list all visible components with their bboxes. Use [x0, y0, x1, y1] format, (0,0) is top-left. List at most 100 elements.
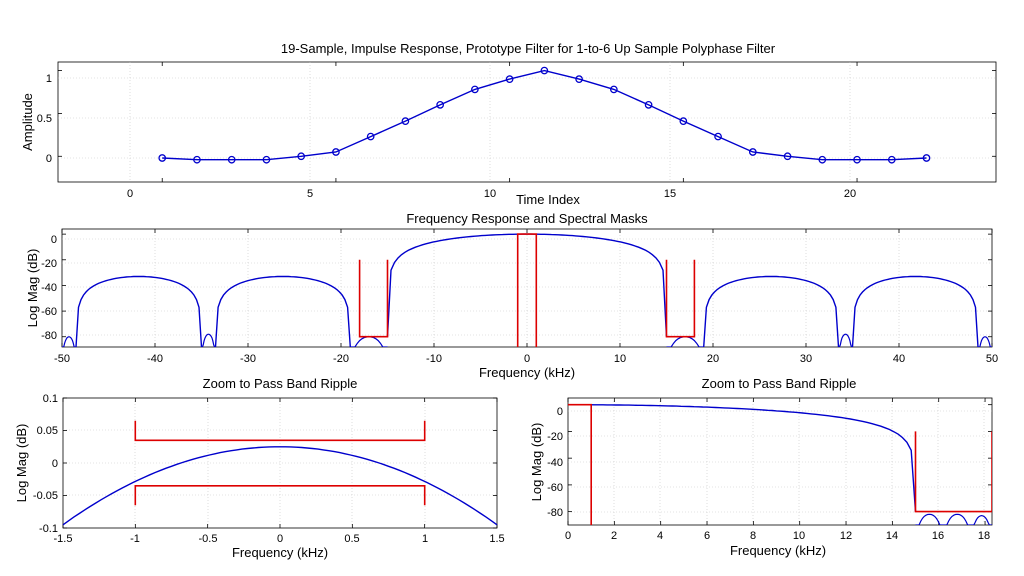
y-tick-label: 0.1	[43, 393, 58, 405]
impulse-x-label: Time Index	[516, 192, 580, 207]
frequency-lobe	[851, 275, 979, 347]
x-tick-label: 0	[127, 188, 133, 200]
x-tick-label: -20	[333, 353, 349, 365]
impulse-point	[297, 152, 306, 161]
x-tick-label: -1.5	[54, 533, 73, 545]
zoom-half-x-label: Frequency (kHz)	[730, 543, 826, 558]
frequency-sidelobe	[838, 333, 853, 347]
y-tick-label: -60	[41, 306, 57, 318]
impulse-point	[610, 85, 618, 94]
y-tick-label: 0	[51, 234, 57, 246]
mask-stopband	[914, 431, 992, 513]
y-tick-label: -20	[547, 431, 563, 443]
y-tick-label: 0.05	[37, 425, 58, 437]
impulse-point	[679, 117, 688, 125]
half-sidelobe	[915, 513, 944, 525]
impulse-grid	[58, 62, 996, 182]
y-tick-label: 0	[557, 406, 563, 418]
zoom-pass-x-label: Frequency (kHz)	[232, 545, 328, 560]
x-tick-label: 20	[707, 353, 719, 365]
frequency-chart-title: Frequency Response and Spectral Masks	[406, 211, 648, 226]
frequency-series	[61, 229, 993, 347]
y-tick-label: 0	[46, 153, 52, 165]
frequency-y-label: Log Mag (dB)	[25, 249, 40, 328]
impulse-point	[158, 154, 167, 162]
mask-passband	[516, 233, 538, 347]
x-tick-label: 2	[611, 530, 617, 542]
frequency-chart: Frequency Response and Spectral Masks -5…	[25, 211, 998, 380]
impulse-point	[540, 66, 549, 75]
impulse-plot-area	[57, 61, 997, 183]
x-tick-label: 30	[800, 353, 812, 365]
frequency-plot-area	[61, 228, 993, 348]
zoom-half-chart: Zoom to Pass Band Ripple 0 2 4 6 8 10 12…	[529, 376, 993, 558]
mask-lower	[134, 485, 426, 506]
x-tick-label: 14	[886, 530, 898, 542]
impulse-point	[332, 148, 340, 156]
y-tick-label: -80	[41, 330, 57, 342]
zoom-pass-y-label: Log Mag (dB)	[14, 424, 29, 503]
x-tick-label: 1	[422, 533, 428, 545]
impulse-point	[227, 155, 236, 164]
x-tick-label: 16	[932, 530, 944, 542]
zoom-half-y-label: Log Mag (dB)	[529, 423, 544, 502]
impulse-point	[366, 132, 375, 141]
frequency-curves	[62, 233, 992, 347]
x-tick-label: -1	[130, 533, 140, 545]
frequency-lobe	[214, 275, 351, 347]
y-tick-label: -0.05	[33, 490, 58, 502]
impulse-point	[575, 75, 583, 83]
impulse-point	[436, 101, 444, 109]
y-tick-label: -40	[547, 457, 563, 469]
impulse-point	[262, 155, 271, 164]
x-tick-label: 0	[565, 530, 571, 542]
frequency-grid	[62, 229, 992, 347]
impulse-y-label: Amplitude	[20, 93, 35, 151]
zoom-pass-series	[62, 397, 498, 529]
x-tick-label: 6	[704, 530, 710, 542]
y-tick-label: 1	[46, 73, 52, 85]
zoom-half-grid	[568, 398, 992, 525]
x-tick-label: 1.5	[489, 533, 504, 545]
x-tick-label: -0.5	[199, 533, 218, 545]
impulse-point	[783, 152, 792, 161]
impulse-point	[505, 75, 514, 83]
x-tick-label: 10	[793, 530, 805, 542]
zoom-half-plot-area	[567, 397, 993, 526]
x-tick-label: 40	[893, 353, 905, 365]
zoom-pass-chart: Zoom to Pass Band Ripple -1.5 -1 -0.5 0 …	[14, 376, 505, 560]
y-tick-label: -20	[41, 258, 57, 270]
x-tick-label: 10	[484, 188, 496, 200]
frequency-x-label: Frequency (kHz)	[479, 365, 575, 380]
frequency-lobe	[75, 275, 203, 347]
impulse-line	[162, 69, 927, 161]
mask-upper	[134, 420, 426, 442]
impulse-series	[58, 62, 996, 182]
zoom-half-title: Zoom to Pass Band Ripple	[702, 376, 857, 391]
mask-stopband-left	[358, 259, 389, 338]
impulse-point	[193, 155, 201, 164]
x-tick-label: 15	[664, 188, 676, 200]
y-tick-label: -0.1	[39, 523, 58, 535]
x-tick-label: 10	[614, 353, 626, 365]
impulse-point	[748, 148, 757, 156]
impulse-point	[818, 155, 827, 164]
zoom-pass-title: Zoom to Pass Band Ripple	[203, 376, 358, 391]
x-tick-label: 0.5	[344, 533, 359, 545]
impulse-chart-title: 19-Sample, Impulse Response, Prototype F…	[281, 41, 776, 56]
impulse-point	[644, 101, 653, 109]
x-tick-label: 4	[657, 530, 663, 542]
x-tick-label: 0	[277, 533, 283, 545]
passband-ripple-curve	[62, 446, 498, 526]
mask-passband	[568, 403, 592, 525]
x-tick-label: 20	[844, 188, 856, 200]
mask-stopband-right	[665, 259, 696, 338]
y-tick-label: -60	[547, 482, 563, 494]
impulse-point	[471, 85, 479, 94]
frequency-sidelobe	[201, 333, 216, 347]
x-tick-label: -50	[54, 353, 70, 365]
y-tick-label: 0.5	[37, 113, 52, 125]
x-tick-label: 50	[986, 353, 998, 365]
impulse-point	[401, 117, 410, 125]
x-tick-label: -10	[426, 353, 442, 365]
